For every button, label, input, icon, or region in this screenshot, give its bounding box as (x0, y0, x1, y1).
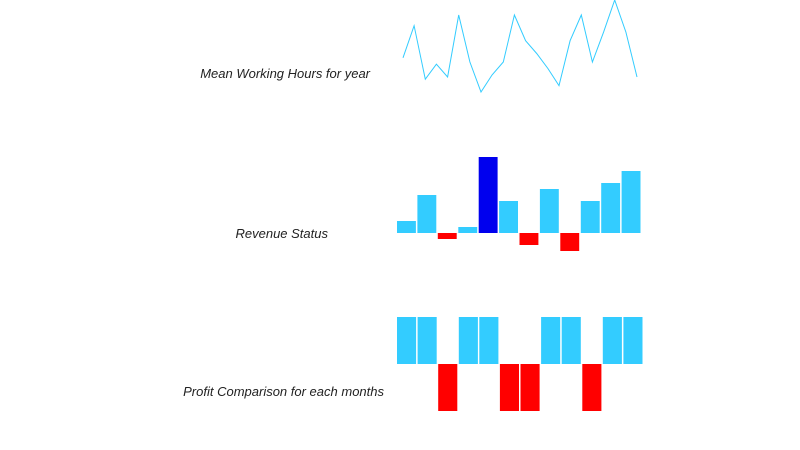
revenue-bar (499, 201, 518, 233)
revenue-bar (437, 233, 457, 239)
revenue-bar (519, 233, 539, 245)
profit-bar (499, 364, 519, 411)
profit-bar (602, 317, 622, 364)
bar-chart-label: Revenue Status (235, 226, 328, 241)
revenue-bar (397, 221, 416, 233)
revenue-bar (478, 157, 498, 233)
revenue-bar (621, 171, 641, 233)
profit-bar (623, 317, 643, 364)
profit-bar (417, 317, 437, 364)
profit-bar (458, 317, 478, 364)
revenue-bar (560, 233, 580, 251)
revenue-bar (539, 189, 559, 233)
profit-chart-label: Profit Comparison for each months (183, 384, 384, 399)
revenue-bar (417, 195, 437, 233)
profit-bar (397, 317, 417, 364)
revenue-bar (458, 227, 478, 233)
line-chart-label: Mean Working Hours for year (200, 66, 370, 81)
profit-bar (479, 317, 499, 364)
profit-bar (541, 317, 561, 364)
revenue-bar (601, 183, 621, 233)
profit-bar (438, 364, 458, 411)
profit-bar (582, 364, 602, 411)
revenue-bar (580, 201, 600, 233)
profit-bar (561, 317, 581, 364)
profit-bar (520, 364, 540, 411)
working-hours-line (402, 0, 638, 94)
